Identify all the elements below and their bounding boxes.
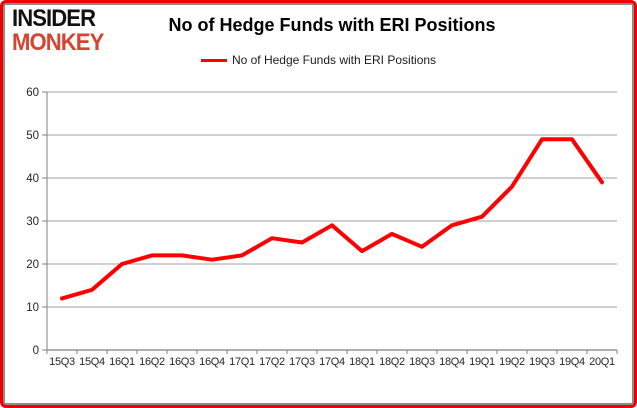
xtick-label-19Q3: 19Q3 <box>529 356 555 368</box>
legend: No of Hedge Funds with ERI Positions <box>0 53 637 67</box>
legend-line-swatch <box>200 58 227 62</box>
xtick-label-17Q2: 17Q2 <box>259 356 285 368</box>
xtick-label-19Q1: 19Q1 <box>469 356 495 368</box>
xtick-label-17Q3: 17Q3 <box>289 356 315 368</box>
ytick-label-20: 20 <box>26 259 39 271</box>
xtick-label-16Q2: 16Q2 <box>139 356 165 368</box>
xtick-label-18Q3: 18Q3 <box>409 356 435 368</box>
xtick-label-16Q4: 16Q4 <box>199 356 225 368</box>
xtick-label-18Q4: 18Q4 <box>439 356 465 368</box>
xtick-label-15Q4: 15Q4 <box>79 356 105 368</box>
logo-line-insider: INSIDER <box>12 5 96 32</box>
ytick-label-60: 60 <box>26 87 39 99</box>
xtick-label-16Q1: 16Q1 <box>109 356 135 368</box>
insider-monkey-logo: INSIDER MONKEY <box>12 5 104 56</box>
legend-label: No of Hedge Funds with ERI Positions <box>231 53 437 67</box>
ytick-label-10: 10 <box>26 302 39 314</box>
xtick-label-17Q1: 17Q1 <box>229 356 255 368</box>
ytick-label-0: 0 <box>33 345 39 357</box>
xtick-label-18Q2: 18Q2 <box>379 356 405 368</box>
xtick-label-19Q4: 19Q4 <box>559 356 585 368</box>
series-line <box>60 137 604 301</box>
xtick-label-17Q4: 17Q4 <box>319 356 345 368</box>
ytick-label-30: 30 <box>26 216 39 228</box>
xtick-label-19Q2: 19Q2 <box>499 356 525 368</box>
xtick-label-20Q1: 20Q1 <box>589 356 615 368</box>
ytick-label-50: 50 <box>26 130 39 142</box>
xtick-label-18Q1: 18Q1 <box>349 356 375 368</box>
chart-title: No of Hedge Funds with ERI Positions <box>168 15 496 35</box>
ytick-label-40: 40 <box>26 173 39 185</box>
logo-line-monkey: MONKEY <box>12 28 104 56</box>
xtick-label-16Q3: 16Q3 <box>169 356 195 368</box>
xtick-label-15Q3: 15Q3 <box>49 356 75 368</box>
